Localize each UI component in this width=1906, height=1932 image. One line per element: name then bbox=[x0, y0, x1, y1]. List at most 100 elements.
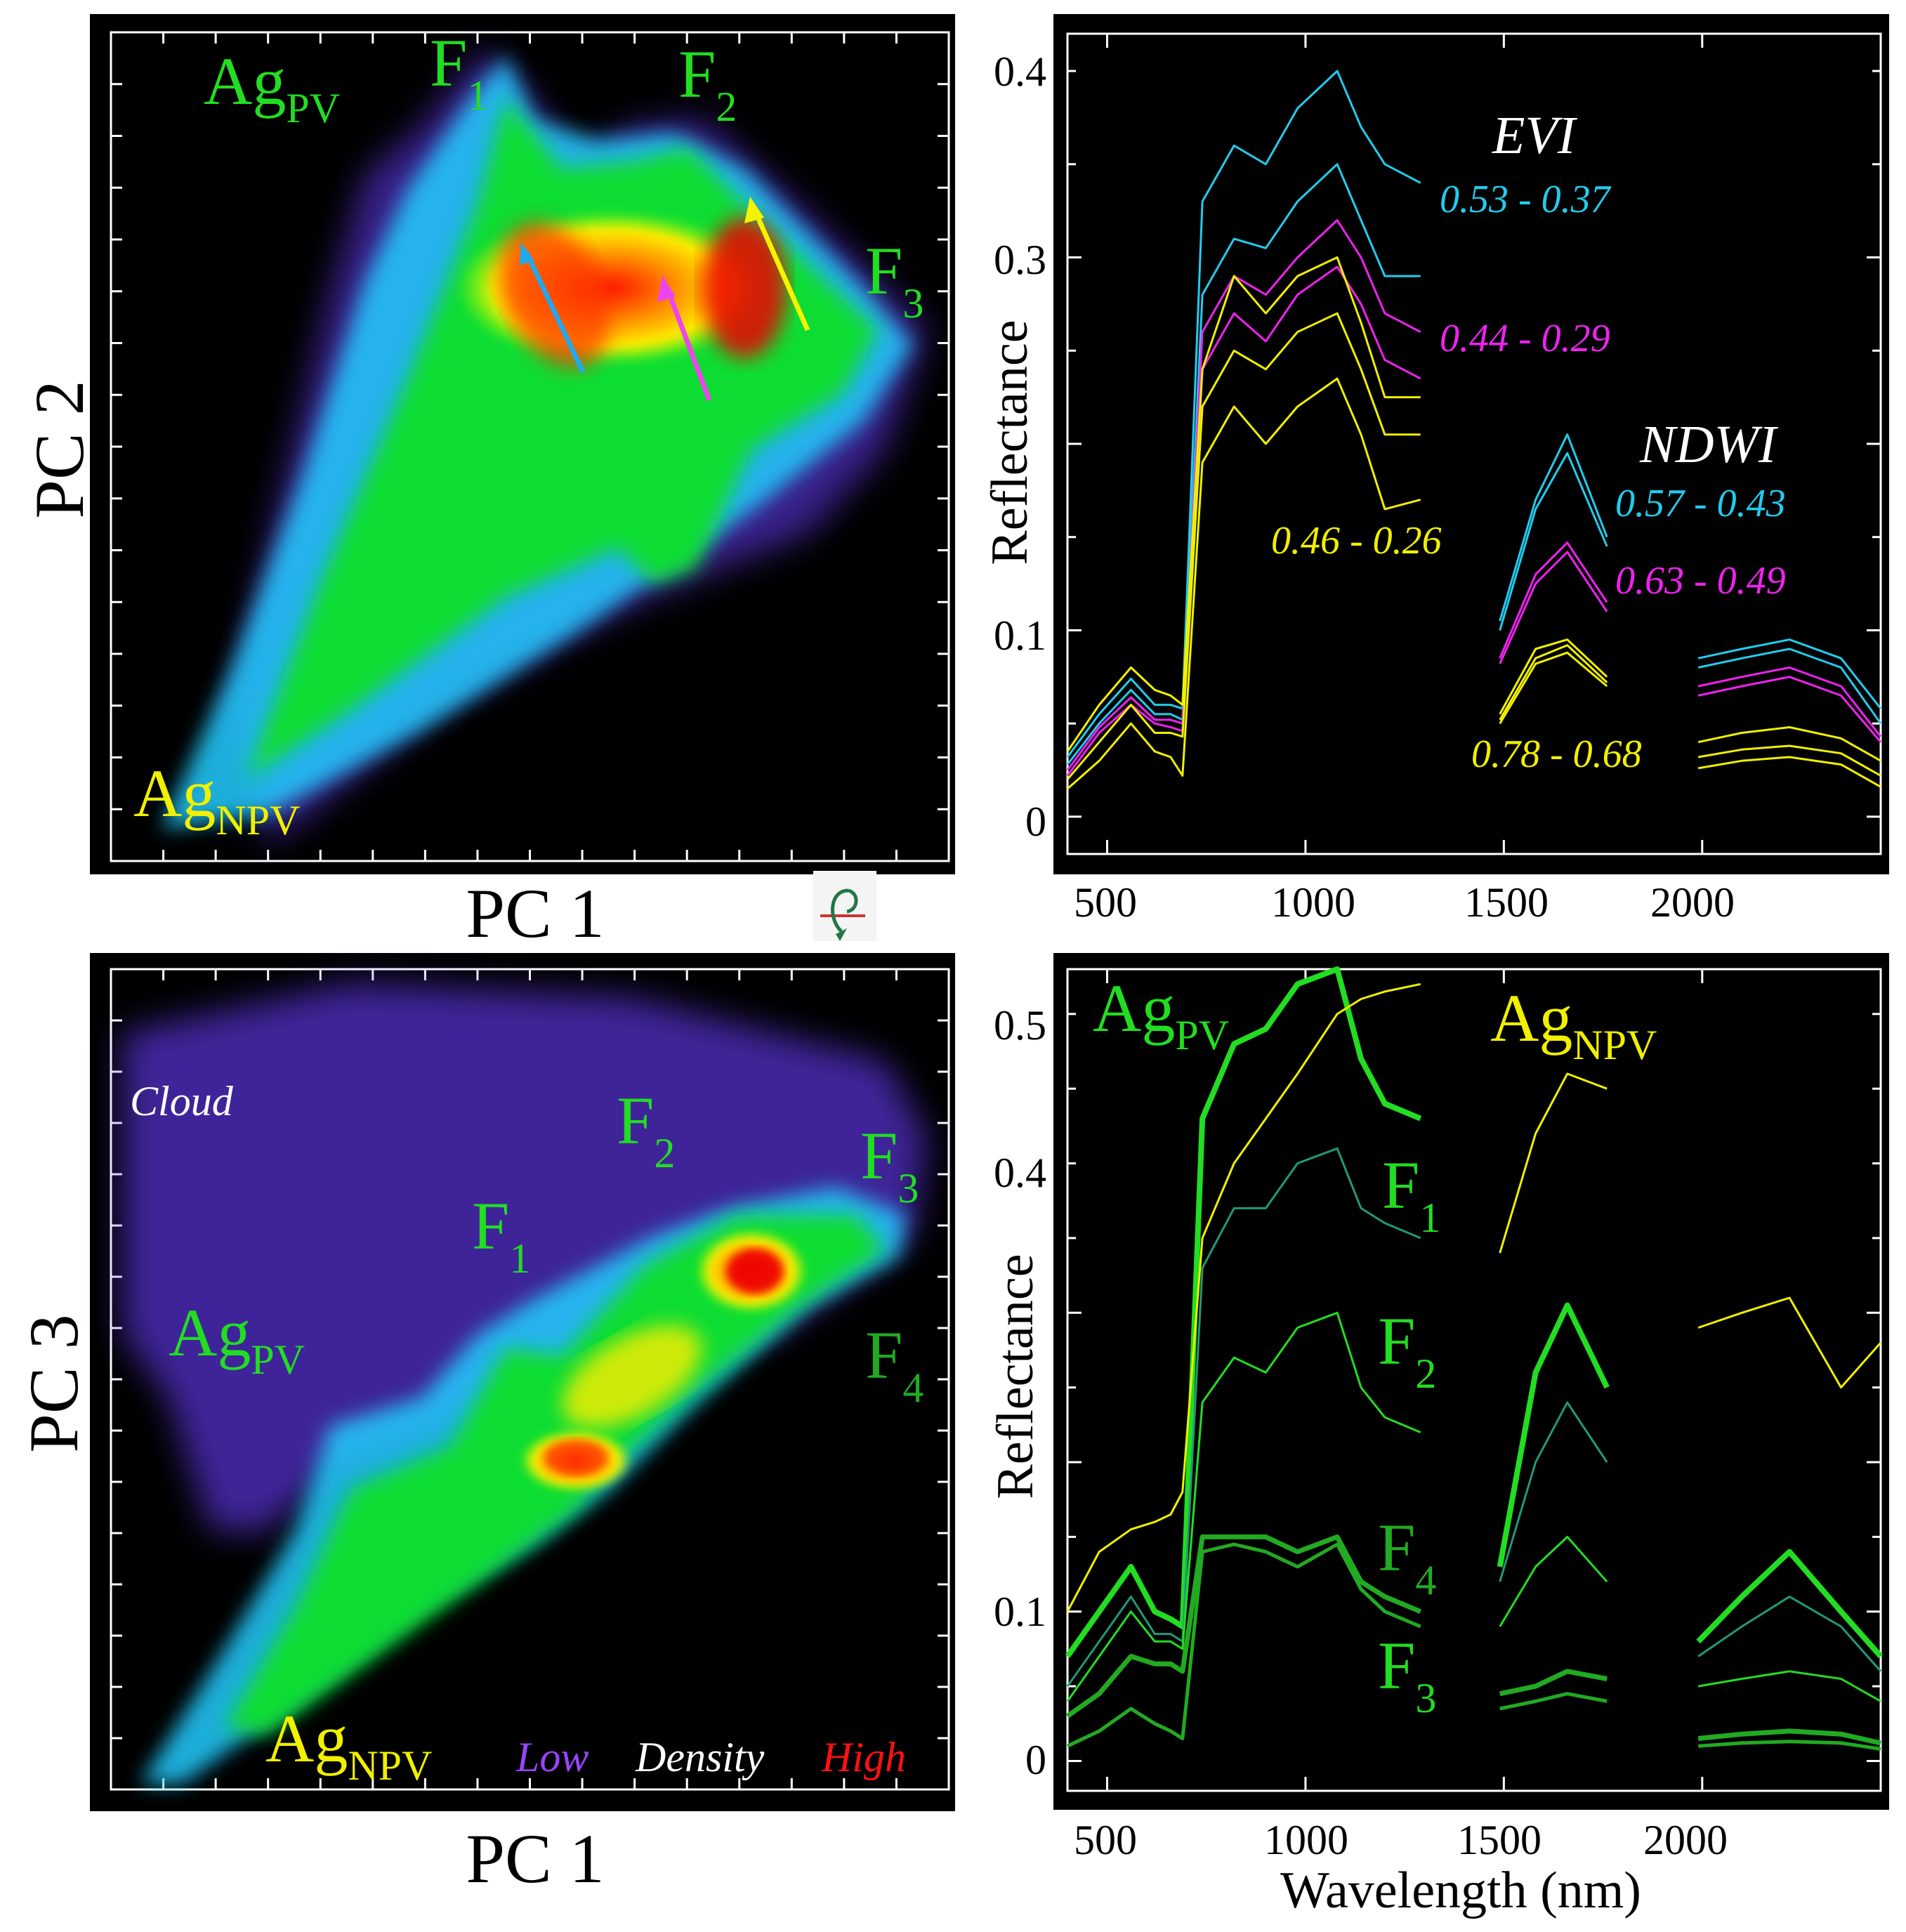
spectrum-line-magenta-high bbox=[1499, 541, 1608, 659]
panel-spectra-indices: 0 0.1 0.3 0.4 500 1000 1500 2000 Reflect… bbox=[981, 14, 1889, 926]
y-tick-label: 0.1 bbox=[994, 612, 1046, 659]
density-cloud bbox=[123, 983, 927, 1784]
rotate-icon[interactable] bbox=[813, 871, 876, 941]
class-labels: AgPV AgNPV F1 F2 F4 F3 bbox=[1093, 971, 1657, 1721]
spectrum-line-yellow-2 bbox=[1066, 312, 1421, 780]
spectrum-line-cyan-high bbox=[1499, 433, 1608, 622]
spectrum-line-f1 bbox=[1066, 1147, 1421, 1687]
spectrum-line-cyan-high bbox=[1697, 638, 1882, 709]
label-f1: F1 bbox=[430, 25, 488, 119]
spectrum-line-cyan-low bbox=[1499, 452, 1608, 631]
spectrum-line-magenta-low bbox=[1499, 551, 1608, 664]
x-tick-label: 1000 bbox=[1271, 879, 1355, 926]
spectrum-line-ag-pv bbox=[1696, 1549, 1883, 1659]
label-ag-pv: AgPV bbox=[169, 1295, 305, 1383]
arrow-yellow-head bbox=[744, 197, 764, 223]
spectrum-line-magenta-high bbox=[1697, 666, 1882, 737]
spectrum-line-ag-pv bbox=[1065, 966, 1422, 1658]
label-f2: F2 bbox=[678, 37, 737, 130]
x-tick-label: 1500 bbox=[1457, 1817, 1542, 1863]
spectrum-line-magenta-low bbox=[1697, 676, 1882, 743]
arrow-cyan bbox=[524, 251, 586, 374]
ndwi-label: NDWI bbox=[1639, 415, 1779, 474]
arrow-magenta bbox=[664, 287, 712, 402]
y-axis-label: PC 2 bbox=[20, 380, 98, 518]
evi-range-magenta: 0.44 - 0.29 bbox=[1440, 317, 1610, 360]
ndwi-range-yellow: 0.78 - 0.68 bbox=[1471, 732, 1642, 776]
density-cloud bbox=[162, 49, 927, 843]
cluster-labels: AgPV F1 F2 F3 AgNPV bbox=[133, 25, 924, 843]
density-legend: Low Density High bbox=[515, 1734, 906, 1780]
spectrum-line-f2 bbox=[1697, 1670, 1881, 1702]
label-f1: F1 bbox=[472, 1188, 530, 1282]
spectrum-line-f3 bbox=[1698, 1740, 1881, 1751]
legend-density: Density bbox=[635, 1734, 765, 1780]
label-ag-npv: AgNPV bbox=[133, 756, 300, 843]
label-f2: F2 bbox=[1378, 1303, 1436, 1397]
panel-pc1-pc2: AgPV F1 F2 F3 AgNPV PC 1 PC 2 bbox=[20, 14, 955, 952]
x-tick-label: 500 bbox=[1074, 1817, 1137, 1863]
index-labels: EVI NDWI 0.53 - 0.37 0.44 - 0.29 0.46 - … bbox=[1271, 106, 1786, 776]
x-tick-label: 1500 bbox=[1464, 879, 1549, 926]
y-axis-label: PC 3 bbox=[15, 1314, 93, 1452]
panel-spectra-classes: 0 0.1 0.4 0.5 500 1000 1500 2000 Wavelen… bbox=[987, 953, 1889, 1919]
spectrum-line-magenta-high bbox=[1066, 219, 1421, 771]
spectrum-line-f4 bbox=[1499, 1669, 1608, 1697]
spectrum-line-yellow-1 bbox=[1697, 726, 1881, 762]
x-axis-label: Wavelength (nm) bbox=[1280, 1862, 1641, 1919]
tick-marks bbox=[1067, 969, 1881, 1791]
legend-high: High bbox=[821, 1734, 906, 1780]
ndwi-range-cyan: 0.57 - 0.43 bbox=[1615, 482, 1786, 525]
spectral-lines bbox=[1065, 966, 1883, 1751]
spectrum-line-f2 bbox=[1499, 1535, 1608, 1627]
ndwi-range-magenta: 0.63 - 0.49 bbox=[1615, 559, 1786, 603]
arrow-yellow bbox=[752, 209, 810, 331]
spectrum-line-ag-npv bbox=[1499, 1072, 1608, 1254]
label-f2: F2 bbox=[617, 1083, 675, 1176]
arrow-cyan-head bbox=[520, 242, 534, 265]
spectrum-line-yellow-1 bbox=[1066, 256, 1421, 752]
legend-low: Low bbox=[515, 1734, 589, 1780]
x-tick-label: 500 bbox=[1074, 879, 1137, 926]
spectrum-line-f4 bbox=[1697, 1728, 1881, 1746]
spectrum-line-yellow-2 bbox=[1499, 644, 1608, 721]
spectrum-line-yellow-3 bbox=[1697, 756, 1881, 788]
spectrum-line-cyan-low bbox=[1066, 163, 1421, 765]
spectrum-line-yellow-3 bbox=[1499, 651, 1608, 724]
label-ag-npv: AgNPV bbox=[1490, 980, 1657, 1068]
x-tick-label: 2000 bbox=[1643, 1817, 1728, 1863]
y-tick-labels: 0 0.1 0.4 0.5 bbox=[994, 1002, 1046, 1783]
y-tick-label: 0.3 bbox=[994, 237, 1046, 283]
label-f3: F3 bbox=[865, 233, 924, 327]
spectrum-line-f1 bbox=[1697, 1596, 1882, 1672]
y-axis-label: Reflectance bbox=[981, 320, 1039, 565]
spectral-lines bbox=[1066, 70, 1882, 790]
label-cloud: Cloud bbox=[130, 1078, 234, 1124]
tick-marks bbox=[111, 32, 949, 861]
spectrum-line-f3 bbox=[1066, 1542, 1421, 1748]
y-tick-label: 0.4 bbox=[994, 1150, 1046, 1196]
label-ag-npv: AgNPV bbox=[265, 1701, 432, 1789]
spectrum-line-f2 bbox=[1066, 1311, 1421, 1702]
spectrum-line-yellow-3 bbox=[1067, 377, 1421, 790]
arrow-magenta-head bbox=[657, 275, 676, 302]
y-tick-label: 0.1 bbox=[994, 1589, 1046, 1635]
spectrum-line-f1 bbox=[1499, 1401, 1608, 1582]
y-tick-label: 0 bbox=[1025, 1737, 1046, 1783]
x-tick-label: 2000 bbox=[1650, 879, 1735, 926]
spectrum-line-f4 bbox=[1065, 1534, 1422, 1719]
spectrum-line-yellow-2 bbox=[1697, 744, 1881, 777]
panel-background bbox=[1053, 953, 1889, 1810]
label-f1: F1 bbox=[1382, 1148, 1440, 1241]
label-f4: F4 bbox=[1378, 1510, 1436, 1603]
label-ag-pv: AgPV bbox=[1093, 971, 1229, 1058]
evi-label: EVI bbox=[1492, 106, 1578, 165]
x-tick-labels: 500 1000 1500 2000 bbox=[1074, 1817, 1728, 1863]
x-tick-label: 1000 bbox=[1264, 1817, 1348, 1863]
y-tick-label: 0 bbox=[1025, 799, 1046, 845]
evi-range-cyan: 0.53 - 0.37 bbox=[1440, 178, 1612, 221]
spectrum-line-yellow-1 bbox=[1499, 638, 1608, 715]
x-axis-label: PC 1 bbox=[466, 874, 604, 952]
